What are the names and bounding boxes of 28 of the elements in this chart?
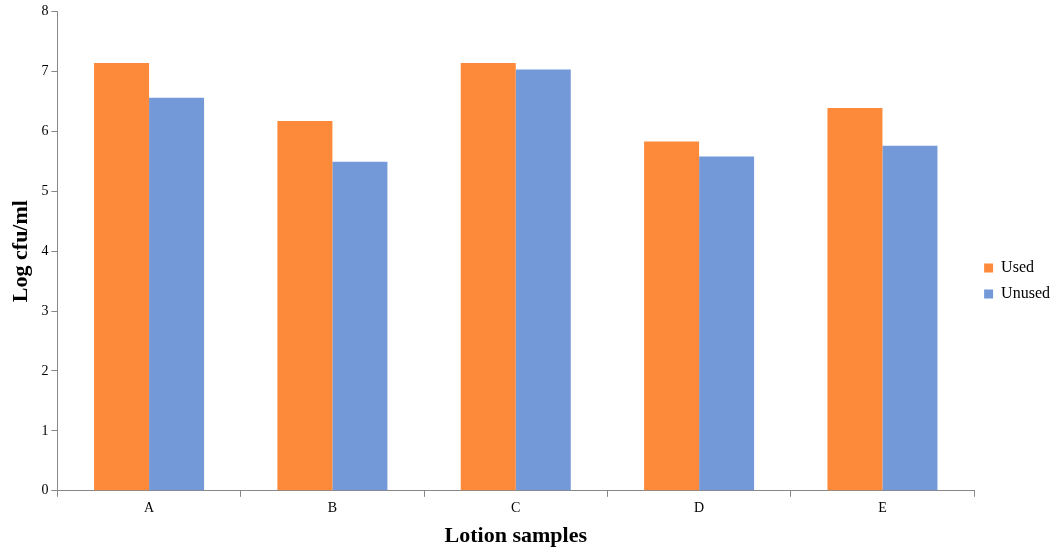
bar	[277, 121, 333, 491]
bar	[644, 141, 700, 491]
x-tick-label: D	[694, 499, 705, 515]
legend-label: Used	[1001, 258, 1035, 276]
y-tick-label: 2	[41, 362, 49, 378]
x-tick-label: A	[144, 499, 156, 515]
bar	[460, 62, 516, 491]
y-tick-label: 8	[41, 3, 49, 19]
bar	[699, 156, 755, 491]
bar	[149, 97, 205, 491]
bar	[94, 62, 150, 491]
legend-label: Unused	[1001, 284, 1051, 302]
x-tick-label: C	[511, 499, 521, 515]
y-tick-label: 7	[41, 63, 49, 78]
y-axis-title: Log cfu/ml	[6, 200, 32, 303]
bar	[515, 69, 571, 491]
x-tick-label: E	[878, 499, 887, 515]
y-tick-label: 5	[41, 182, 49, 198]
bar	[827, 107, 883, 491]
bar	[882, 145, 938, 491]
y-tick-label: 6	[41, 122, 49, 138]
x-tick-label: B	[327, 499, 338, 515]
y-tick-label: 0	[41, 482, 49, 498]
y-tick-label: 1	[41, 422, 49, 438]
y-tick-label: 4	[41, 242, 49, 258]
bar	[332, 161, 388, 491]
x-axis-title: Lotion samples	[444, 522, 588, 548]
y-tick-label: 3	[41, 302, 49, 318]
